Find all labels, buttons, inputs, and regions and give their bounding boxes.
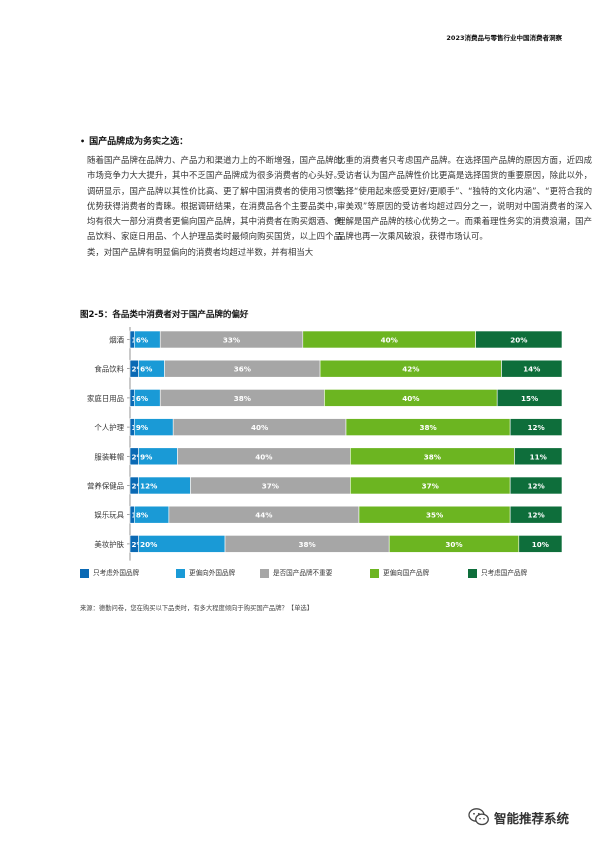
body-column-left: 随着国产品牌在品牌力、产品力和渠道力上的不断增强，国产品牌的市场竞争力大大提升，… — [87, 155, 342, 257]
data-label: 36% — [234, 365, 251, 374]
legend-swatch — [370, 568, 379, 578]
category-label: 美妆护肤 — [94, 540, 124, 549]
data-label: 12% — [140, 482, 157, 491]
data-label: 20% — [140, 540, 157, 549]
legend-label: 更偏向国产品牌 — [383, 569, 430, 577]
data-label: 20% — [510, 336, 527, 345]
legend-label: 是否国产品牌不重要 — [273, 569, 333, 577]
bar-segment — [509, 418, 563, 436]
data-label: 37% — [262, 482, 279, 491]
bar-segment — [509, 505, 563, 524]
watermark: 智能推荐系统 — [468, 806, 588, 828]
data-label: 2% — [132, 482, 144, 491]
bar-segment — [514, 447, 563, 466]
data-label: 44% — [255, 511, 272, 520]
legend-label: 只考虑国产品牌 — [481, 569, 528, 577]
data-label: 30% — [445, 540, 462, 549]
figure-source: 来源：德勤问卷，您在购买以下品类时，有多大程度倾向于购买国产品牌？【单选】 — [80, 605, 313, 612]
legend-swatch — [80, 568, 89, 578]
data-label: 15% — [521, 394, 538, 403]
legend-label: 只考虑外国品牌 — [93, 569, 140, 577]
bullet: • — [80, 137, 86, 146]
legend-item: 只考虑外国品牌 — [80, 568, 139, 579]
legend-swatch — [468, 568, 477, 578]
data-label: 40% — [251, 423, 268, 432]
data-label: 12% — [527, 511, 544, 520]
legend-item: 只考虑国产品牌 — [468, 568, 527, 579]
data-label: 8% — [136, 511, 148, 520]
body-column-right: 比重的消费者只考虑国产品牌。在选择国产品牌的原因方面，近四成受访者认为国产品牌性… — [337, 155, 592, 242]
data-label: 38% — [299, 540, 316, 549]
bar-segment — [501, 359, 563, 378]
legend-item: 是否国产品牌不重要 — [260, 568, 332, 579]
chart-legend: 只考虑外国品牌 更偏向外国品牌 是否国产品牌不重要 更偏向国产品牌 只考虑国产品牌 — [80, 568, 570, 582]
watermark-text: 智能推荐系统 — [494, 811, 570, 826]
category-label: 个人护理 — [94, 423, 124, 432]
header-title: 2023消费品与零售行业中国消费者洞察 — [446, 34, 562, 42]
data-label: 9% — [140, 452, 152, 461]
data-label: 38% — [234, 394, 251, 403]
legend-item: 更偏向国产品牌 — [370, 568, 429, 579]
data-label: 40% — [255, 452, 272, 461]
section-heading-text: 国产品牌成为务实之选： — [89, 137, 189, 147]
data-label: 40% — [381, 336, 398, 345]
data-label: 12% — [527, 482, 544, 491]
data-label: 38% — [419, 423, 436, 432]
bar-segment — [518, 535, 563, 553]
legend-item: 更偏向外国品牌 — [176, 568, 235, 579]
legend-label: 更偏向外国品牌 — [189, 569, 236, 577]
data-label: 6% — [140, 365, 152, 374]
legend-swatch — [176, 568, 185, 578]
data-label: 14% — [523, 365, 540, 374]
category-label: 服装鞋帽 — [94, 452, 124, 461]
section-heading: • 国产品牌成为务实之选： — [80, 134, 188, 147]
category-label: 家庭日用品 — [87, 394, 124, 403]
data-label: 11% — [530, 452, 547, 461]
legend-swatch — [260, 568, 269, 578]
category-label: 食品饮料 — [94, 365, 124, 374]
data-label: 2% — [132, 365, 144, 374]
data-label: 9% — [136, 423, 148, 432]
wechat-icon — [468, 808, 489, 826]
data-label: 33% — [223, 336, 240, 345]
data-label: 2% — [132, 452, 144, 461]
data-label: 35% — [426, 511, 443, 520]
data-label: 40% — [402, 394, 419, 403]
figure-title: 图2-5：各品类中消费者对于国产品牌的偏好 — [80, 310, 249, 320]
data-label: 10% — [532, 540, 549, 549]
category-label: 娱乐玩具 — [94, 511, 124, 520]
category-label: 烟酒 — [109, 336, 124, 345]
data-label: 37% — [422, 482, 439, 491]
data-label: 38% — [424, 452, 441, 461]
bar-segment — [475, 330, 563, 349]
data-label: 12% — [527, 423, 544, 432]
data-label: 2% — [132, 540, 144, 549]
category-label: 营养保健品 — [87, 482, 124, 491]
data-label: 42% — [402, 365, 419, 374]
bar-segment — [509, 476, 563, 495]
data-label: 6% — [136, 394, 148, 403]
data-label: 6% — [136, 336, 148, 345]
bar-segment — [496, 389, 563, 407]
